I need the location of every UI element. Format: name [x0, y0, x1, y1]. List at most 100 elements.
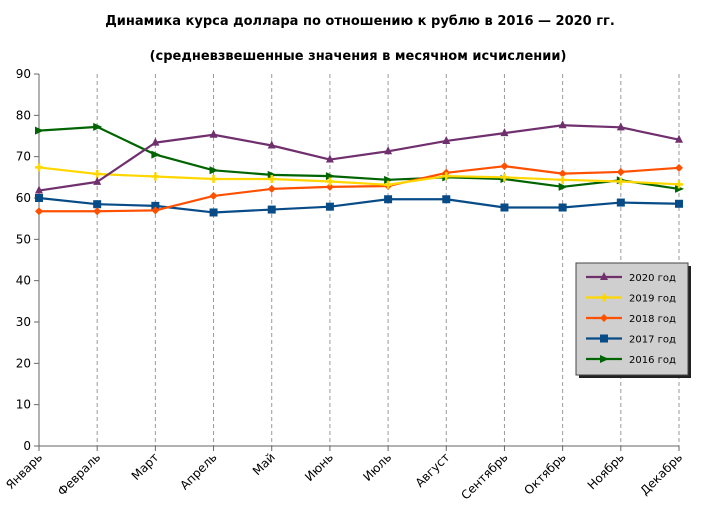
- data-point: [675, 163, 683, 172]
- data-point: [267, 174, 276, 183]
- data-point: [500, 162, 509, 171]
- data-point: [151, 150, 161, 159]
- data-point: [600, 334, 608, 343]
- x-tick-label: Май: [250, 450, 278, 478]
- legend-label: 2016 год: [629, 355, 676, 366]
- data-point: [616, 122, 625, 131]
- data-point: [325, 182, 334, 191]
- data-point: [209, 174, 218, 183]
- data-point: [600, 314, 608, 322]
- data-point: [267, 184, 276, 193]
- legend-label: 2020 год: [629, 273, 676, 284]
- data-point: [675, 184, 684, 193]
- y-tick-label: 30: [16, 315, 31, 329]
- data-point: [209, 129, 218, 138]
- series-line: [39, 165, 680, 213]
- legend-label: 2017 год: [629, 335, 676, 346]
- y-tick-label: 90: [16, 67, 31, 81]
- data-point: [558, 120, 567, 129]
- y-tick-label: 60: [16, 191, 31, 205]
- data-point: [600, 272, 608, 280]
- x-tick-label: Март: [129, 450, 162, 483]
- data-point: [325, 202, 334, 211]
- y-tick-label: 50: [16, 232, 31, 246]
- x-tick-label: Февраль: [55, 450, 103, 498]
- data-point: [442, 172, 451, 181]
- data-point: [500, 203, 509, 212]
- legend-item: 2018 год: [586, 314, 676, 325]
- data-point: [442, 135, 451, 144]
- series-line: [38, 124, 680, 192]
- data-point: [558, 203, 567, 212]
- legend-item: 2020 год: [586, 272, 676, 284]
- series-line: [38, 166, 680, 186]
- data-point: [209, 166, 219, 175]
- legend-item: 2016 год: [586, 355, 676, 366]
- data-point: [267, 170, 277, 179]
- data-point: [151, 206, 160, 215]
- data-point: [616, 167, 625, 176]
- series-2018-год: [35, 162, 683, 216]
- data-point: [151, 137, 160, 146]
- y-tick-label: 10: [16, 398, 31, 412]
- data-point: [93, 200, 102, 209]
- data-point: [442, 195, 451, 204]
- x-tick-label: Июнь: [302, 450, 336, 484]
- data-point: [558, 175, 567, 184]
- data-point: [384, 175, 394, 184]
- data-point: [267, 140, 276, 149]
- series-line: [38, 196, 680, 214]
- x-tick-label: Июль: [360, 450, 394, 484]
- data-point: [93, 170, 102, 179]
- data-point: [151, 172, 160, 181]
- data-point: [600, 355, 609, 363]
- data-point: [35, 185, 43, 194]
- series-2017-год: [35, 194, 683, 217]
- data-point: [151, 201, 160, 210]
- grid: [96, 74, 680, 446]
- data-point: [616, 177, 625, 186]
- series-group: [35, 120, 684, 217]
- data-point: [675, 134, 683, 143]
- y-tick-label: 80: [16, 108, 31, 122]
- data-point: [35, 194, 43, 202]
- data-point: [558, 169, 567, 178]
- data-point: [500, 173, 509, 182]
- data-point: [325, 154, 334, 163]
- data-point: [675, 180, 683, 189]
- legend-label: 2018 год: [629, 314, 676, 325]
- legend: 2020 год 2019 год 2018 год 2017 год 2016 год: [575, 262, 691, 378]
- series-2019-год: [35, 163, 683, 189]
- chart-title: Динамика курса доллара по отношению к ру…: [105, 14, 615, 29]
- x-tick-label: Ноябрь: [585, 450, 627, 492]
- data-point: [384, 146, 393, 155]
- data-point: [267, 205, 276, 214]
- y-tick-label: 20: [16, 356, 31, 370]
- data-point: [209, 191, 218, 200]
- x-tick-label: Апрель: [177, 450, 219, 492]
- data-point: [35, 163, 43, 172]
- legend-item: 2019 год: [586, 293, 676, 305]
- x-tick-label: Август: [413, 450, 453, 490]
- data-point: [500, 128, 509, 137]
- data-point: [93, 176, 102, 185]
- data-point: [558, 182, 568, 191]
- data-point: [616, 198, 625, 207]
- data-point: [325, 172, 335, 181]
- data-point: [35, 207, 43, 216]
- x-tick-label: Декабрь: [637, 450, 685, 498]
- data-point: [600, 293, 608, 302]
- data-point: [325, 177, 334, 186]
- data-point: [675, 199, 683, 208]
- data-point: [93, 122, 103, 131]
- legend-item: 2017 год: [586, 334, 676, 346]
- y-tick-label: 40: [16, 274, 31, 288]
- y-tick-label: 0: [23, 439, 31, 453]
- legend-label: 2019 год: [629, 294, 676, 305]
- series-2020-год: [35, 120, 683, 194]
- x-tick-label: Сентябрь: [458, 450, 510, 502]
- y-tick-label: 70: [16, 150, 31, 164]
- data-point: [384, 180, 393, 189]
